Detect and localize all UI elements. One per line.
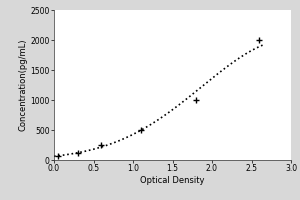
X-axis label: Optical Density: Optical Density [140, 176, 205, 185]
Y-axis label: Concentration(pg/mL): Concentration(pg/mL) [19, 39, 28, 131]
